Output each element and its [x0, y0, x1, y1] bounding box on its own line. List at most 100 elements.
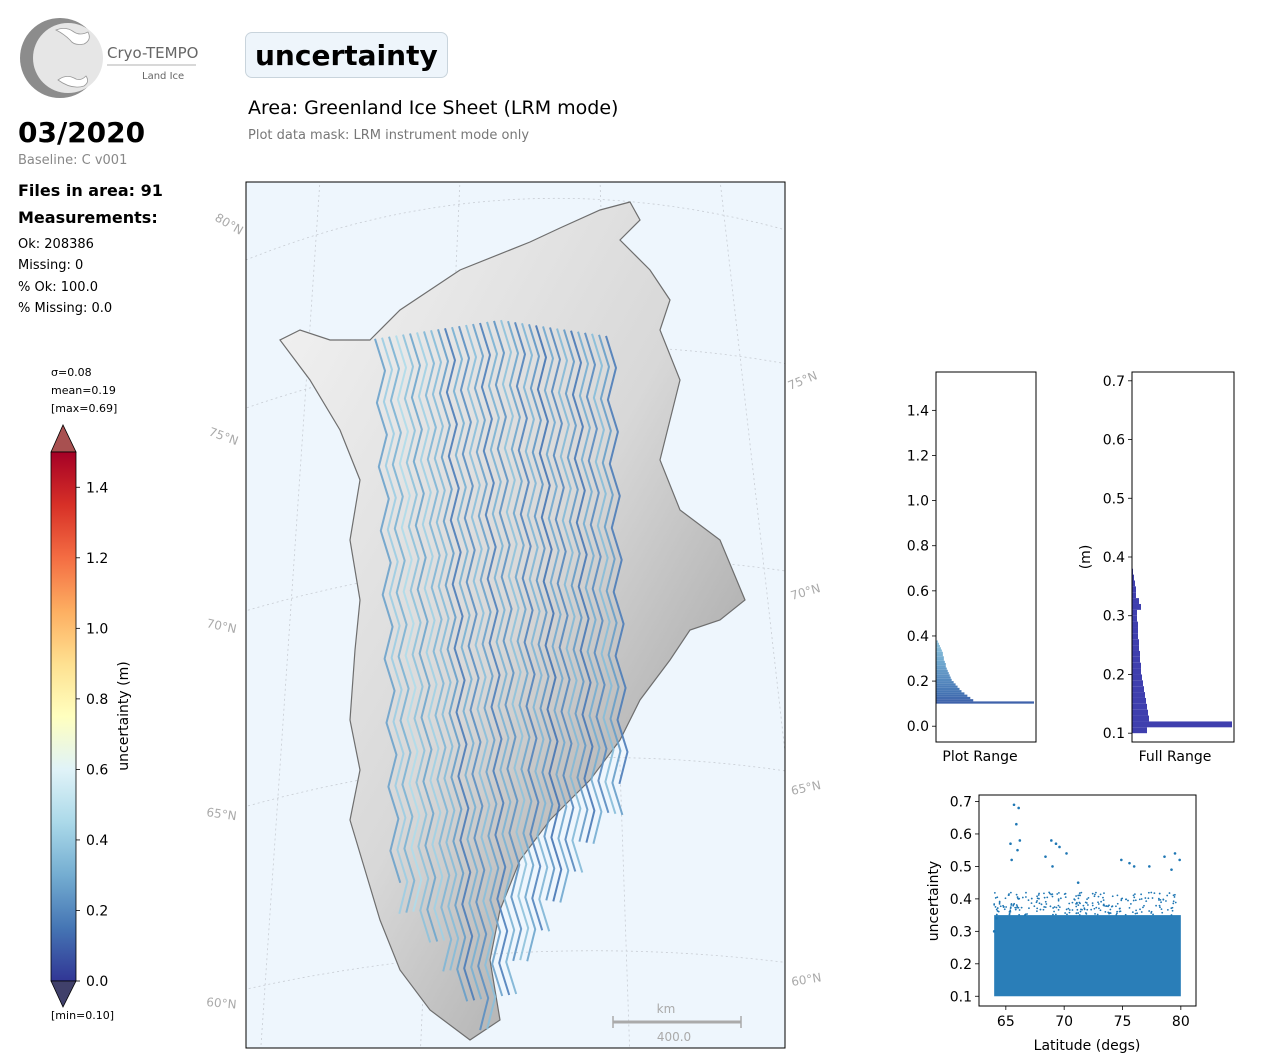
scale-bar-unit: km: [657, 1002, 676, 1016]
scatter-point: [1043, 896, 1046, 899]
scatter-point: [1039, 908, 1042, 911]
histogram-bar: [1132, 586, 1136, 593]
logo-name: Cryo-TEMPO: [107, 44, 198, 62]
scatter-point: [1052, 907, 1055, 909]
scatter-point: [1084, 912, 1087, 914]
scatter-point: [1044, 906, 1047, 908]
scatter-point: [1140, 893, 1143, 896]
scatter-point: [1102, 896, 1104, 899]
histogram-bar: [1132, 592, 1136, 599]
histogram-bar: [936, 672, 949, 675]
lat-label: 80°N: [213, 210, 246, 237]
scatter-point: [1102, 899, 1105, 901]
satellite-track: [535, 325, 563, 902]
scatter-point: [1010, 858, 1013, 862]
logo-ice-shape-icon: [55, 28, 90, 45]
histogram-bar: [1132, 639, 1139, 646]
scatter-point: [1079, 910, 1082, 913]
scatter-point: [995, 917, 998, 920]
scatter-point: [1003, 908, 1006, 911]
colorbar-tick-label: 0.8: [86, 692, 108, 708]
colorbar-tick-label: 0.4: [86, 833, 108, 849]
scatter-point: [1014, 908, 1017, 911]
histogram-bar: [936, 674, 950, 677]
colorbar-min: [min=0.10]: [51, 1009, 115, 1022]
scatter-point: [1148, 865, 1151, 868]
histogram-bar: [936, 658, 944, 661]
scatter-point: [1133, 896, 1136, 899]
satellite-track: [528, 324, 556, 901]
scatter-point: [1109, 908, 1112, 911]
histogram-bar: [936, 692, 965, 695]
scatter-point: [1150, 912, 1153, 914]
scatter-point: [1048, 891, 1051, 894]
scatter-point: [1178, 858, 1181, 862]
scatter-point: [1075, 901, 1078, 904]
histogram-bar: [1132, 603, 1141, 610]
scatter-point: [1083, 907, 1086, 909]
colorbar-mean: mean=0.19: [51, 384, 116, 397]
scatter-point: [1087, 904, 1089, 906]
date-label: 03/2020: [18, 116, 146, 149]
scatter-point: [1120, 898, 1123, 900]
scatter-point: [1091, 902, 1094, 905]
scatter-point: [1054, 842, 1058, 845]
satellite-track: [549, 327, 577, 872]
histogram-tick-label: 0.2: [1103, 667, 1125, 683]
satellite-track: [514, 322, 544, 931]
histogram-tick-label: 0.6: [907, 584, 929, 600]
histogram-bar: [1132, 662, 1141, 669]
scatter-point: [1075, 912, 1078, 915]
scatter-point: [1064, 896, 1067, 899]
lat-label: 70°N: [789, 581, 822, 603]
histogram-tick-label: 0.0: [907, 719, 929, 735]
scatter-point: [1170, 868, 1173, 871]
satellite-track: [458, 325, 490, 1031]
colorbar: 0.0 0.2 0.4 0.6 0.8 1.0 1.2 1.4 uncertainty (m): [50, 424, 132, 1008]
scatter-point: [1014, 906, 1017, 909]
scatter-point: [1131, 911, 1134, 914]
scatter-point: [1116, 894, 1119, 897]
histogram-tick-label: 0.3: [1103, 609, 1125, 625]
histogram-bar: [1132, 621, 1138, 628]
scatter-point: [1171, 909, 1174, 912]
histogram-bar: [936, 642, 939, 645]
histogram-ylabel: (m): [1078, 545, 1094, 570]
scatter-point: [1071, 909, 1074, 911]
satellite-tracks: [374, 319, 629, 1031]
colorbar-label: uncertainty (m): [116, 661, 132, 770]
scatter-point: [1046, 896, 1049, 899]
histogram-bar: [1132, 709, 1148, 716]
histogram-bar: [936, 651, 943, 655]
scatter-point: [1091, 904, 1094, 907]
page-title: uncertainty: [255, 38, 438, 72]
scatter-point: [1148, 910, 1151, 912]
histogram-bar: [936, 647, 941, 650]
scatter-point: [1021, 896, 1024, 899]
histogram-bar: [936, 676, 951, 679]
colorbar-gradient: [50, 451, 77, 982]
histogram-bar: [1132, 697, 1146, 704]
scatter-point: [1168, 892, 1171, 894]
scatter-point: [1025, 896, 1027, 898]
scatter-point: [1093, 907, 1096, 910]
scatter-point: [1018, 913, 1021, 916]
histogram-bar: [936, 669, 948, 673]
histogram-bar: [936, 654, 943, 657]
scatter-point: [1158, 904, 1161, 907]
satellite-track: [584, 332, 610, 814]
scatter-point: [1012, 903, 1015, 906]
scatter-tick-label: 0.1: [950, 989, 972, 1005]
scatter-point: [1071, 901, 1074, 904]
satellite-track: [500, 319, 530, 961]
lat-label: 60°N: [790, 970, 822, 989]
histogram-tick-label: 0.2: [907, 674, 929, 690]
scatter-tick-label: 0.6: [950, 827, 972, 843]
scatter-point: [1004, 897, 1007, 900]
histogram-bar: [1132, 633, 1138, 640]
scatter-point: [1077, 894, 1080, 897]
scatter-xlabel: Latitude (degs): [1034, 1038, 1141, 1054]
satellite-track: [388, 336, 416, 913]
scatter-point: [1099, 893, 1102, 896]
scatter-point: [1067, 907, 1070, 910]
